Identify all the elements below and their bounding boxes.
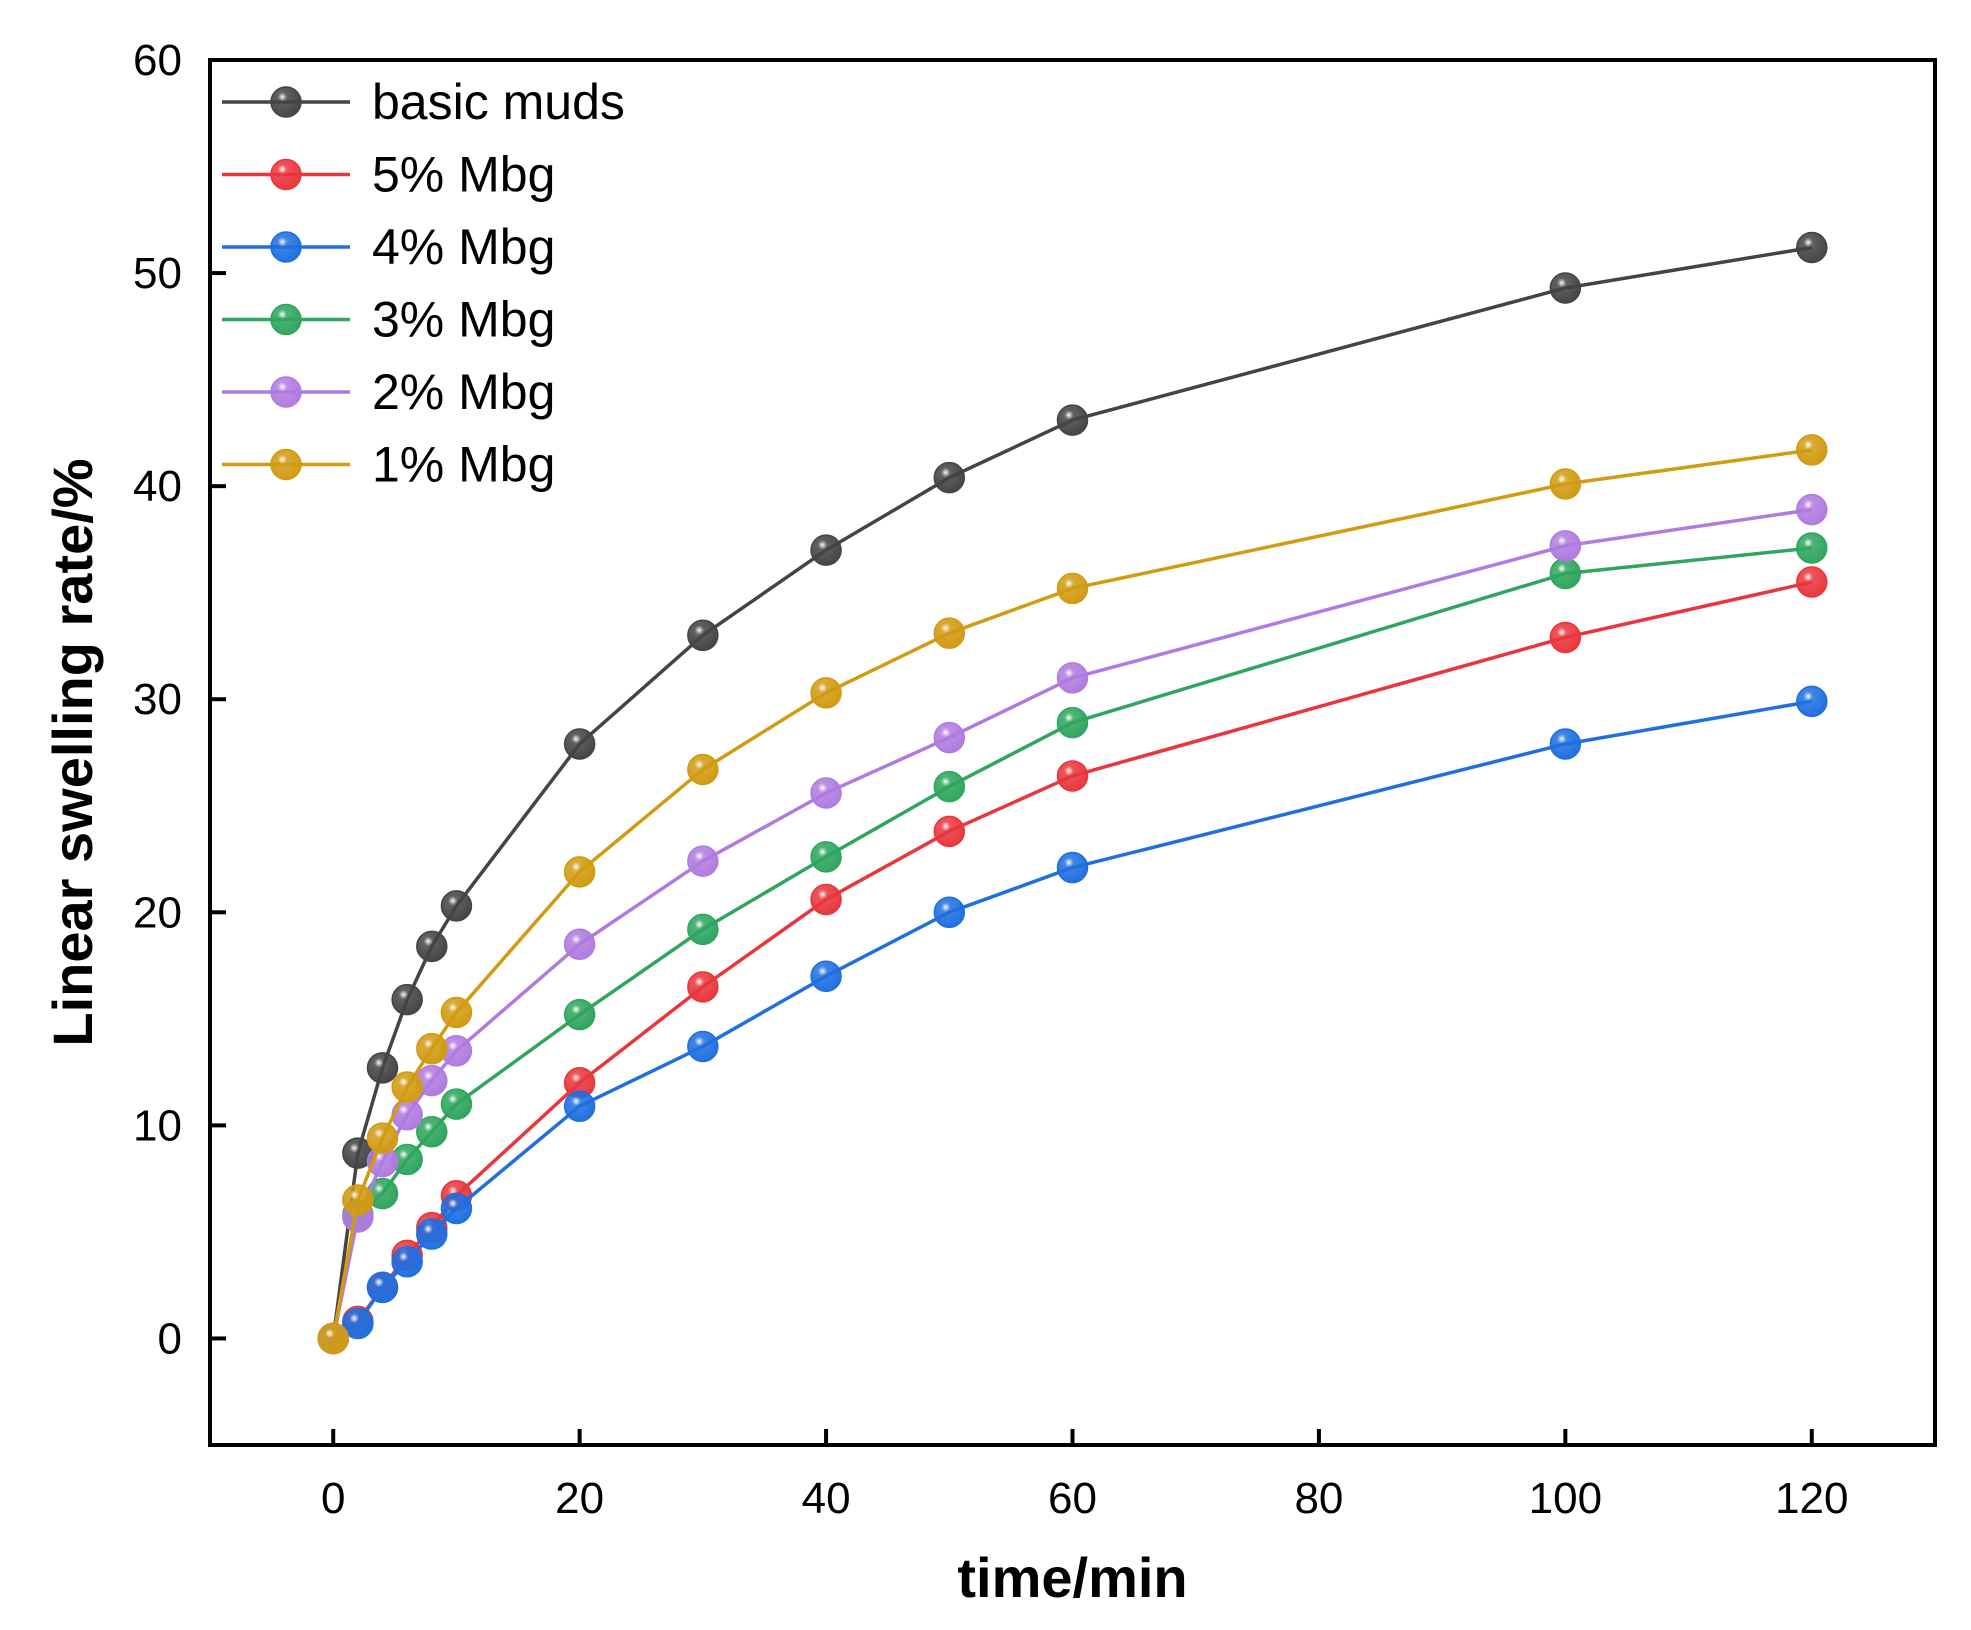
legend-marker-4: [270, 376, 302, 408]
legend-item-0: basic muds: [222, 74, 625, 130]
legend-item-4: 2% Mbg: [222, 364, 555, 420]
point-0-10: [1056, 404, 1089, 436]
point-2-6: [563, 1090, 596, 1122]
y-axis-title: Linear swelling rate/%: [41, 458, 104, 1046]
legend-item-3: 3% Mbg: [222, 292, 555, 348]
point-5-9: [933, 617, 966, 649]
point-0-9: [933, 461, 966, 494]
point-3-12: [1796, 532, 1828, 564]
point-5-2: [366, 1122, 399, 1154]
legend-item-5: 1% Mbg: [222, 437, 555, 493]
point-5-7: [687, 753, 719, 786]
point-4-10: [1056, 662, 1089, 694]
y-tick-label-5: 50: [133, 249, 182, 298]
point-4-6: [563, 928, 596, 961]
legend-label-0: basic muds: [372, 74, 625, 130]
point-3-6: [563, 998, 596, 1031]
legend-item-1: 5% Mbg: [222, 147, 555, 203]
point-5-6: [563, 856, 596, 888]
point-2-2: [366, 1271, 399, 1304]
point-0-7: [687, 619, 719, 652]
point-2-7: [687, 1030, 719, 1063]
point-5-0: [317, 1322, 349, 1355]
series-3: [317, 532, 1828, 1355]
y-tick-label-6: 60: [133, 36, 182, 85]
legend: basic muds 5% Mbg 4% Mbg 3% Mbg 2% Mbg 1% Mbg: [222, 74, 625, 493]
legend-marker-0: [270, 86, 302, 118]
point-1-11: [1549, 621, 1582, 654]
point-5-11: [1549, 468, 1582, 500]
point-3-10: [1056, 706, 1089, 739]
point-0-11: [1549, 272, 1582, 304]
point-0-8: [810, 534, 842, 566]
point-3-4: [416, 1116, 448, 1148]
point-1-7: [687, 971, 719, 1003]
legend-label-1: 5% Mbg: [372, 147, 555, 203]
point-5-1: [342, 1184, 374, 1216]
x-tick-label-4: 80: [1294, 1474, 1343, 1523]
y-tick-label-4: 40: [133, 462, 182, 511]
x-tick-label-3: 60: [1048, 1474, 1097, 1523]
point-5-4: [416, 1032, 448, 1065]
point-1-9: [933, 815, 966, 848]
point-2-5: [440, 1192, 473, 1225]
point-2-8: [810, 960, 842, 992]
legend-marker-1: [270, 158, 302, 191]
point-2-4: [416, 1218, 448, 1250]
point-2-12: [1796, 685, 1828, 718]
point-3-9: [933, 770, 966, 803]
point-4-8: [810, 777, 842, 809]
point-4-11: [1549, 530, 1582, 562]
legend-label-2: 4% Mbg: [372, 219, 555, 275]
point-5-10: [1056, 572, 1089, 605]
point-3-7: [687, 913, 719, 946]
point-0-3: [391, 983, 423, 1016]
x-axis-title: time/min: [957, 1546, 1187, 1609]
legend-marker-5: [270, 448, 302, 481]
point-3-5: [440, 1088, 473, 1120]
point-2-3: [391, 1246, 423, 1278]
legend-label-4: 2% Mbg: [372, 364, 555, 420]
y-tick-label-2: 20: [133, 888, 182, 937]
x-tick-label-5: 100: [1529, 1474, 1602, 1523]
point-5-3: [391, 1071, 423, 1103]
point-5-8: [810, 677, 842, 709]
point-4-7: [687, 845, 719, 877]
point-0-4: [416, 930, 448, 963]
point-0-5: [440, 890, 473, 922]
legend-item-2: 4% Mbg: [222, 219, 555, 275]
x-tick-label-6: 120: [1775, 1474, 1848, 1523]
legend-marker-3: [270, 303, 302, 336]
point-1-8: [810, 883, 842, 916]
point-0-2: [366, 1052, 399, 1084]
legend-label-5: 1% Mbg: [372, 437, 555, 493]
point-4-3: [391, 1098, 423, 1131]
point-1-10: [1056, 760, 1089, 792]
point-4-12: [1796, 493, 1828, 526]
point-5-12: [1796, 434, 1828, 466]
x-tick-label-0: 0: [321, 1474, 345, 1523]
point-2-11: [1549, 728, 1582, 760]
legend-label-3: 3% Mbg: [372, 292, 555, 348]
point-3-8: [810, 841, 842, 873]
x-tick-label-2: 40: [802, 1474, 851, 1523]
legend-marker-2: [270, 231, 302, 263]
point-3-11: [1549, 557, 1582, 590]
point-5-5: [440, 996, 473, 1029]
y-tick-label-3: 30: [133, 675, 182, 724]
point-0-6: [563, 728, 596, 760]
point-0-12: [1796, 231, 1828, 264]
series-5: [317, 434, 1828, 1355]
point-4-9: [933, 721, 966, 754]
point-2-9: [933, 896, 966, 929]
point-1-12: [1796, 566, 1828, 598]
y-tick-label-1: 10: [133, 1101, 182, 1150]
point-2-10: [1056, 851, 1089, 884]
y-tick-label-0: 0: [158, 1314, 182, 1363]
x-tick-label-1: 20: [555, 1474, 604, 1523]
point-2-1: [342, 1307, 374, 1340]
